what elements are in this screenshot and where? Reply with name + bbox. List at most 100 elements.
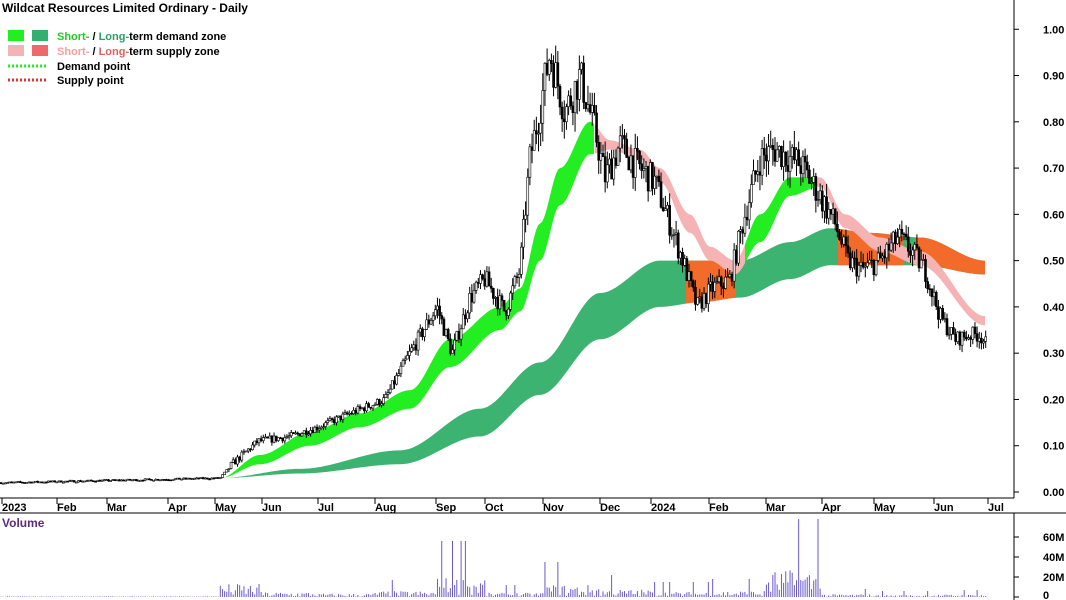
candle-down [595, 112, 598, 143]
candle-down [973, 326, 977, 335]
candle-up [423, 329, 426, 338]
candle-down [59, 480, 63, 483]
candle-up [317, 428, 321, 431]
candle-up [87, 479, 91, 482]
candle-up [547, 60, 551, 75]
candle-down [980, 337, 983, 344]
candle-down [367, 403, 370, 408]
candle-up [186, 477, 190, 480]
candle-up [519, 246, 523, 275]
candle-down [571, 105, 575, 114]
candle-up [313, 426, 317, 433]
candle-down [676, 232, 680, 259]
candle-up [876, 252, 880, 261]
candle-down [44, 481, 48, 484]
candle-down [930, 288, 934, 298]
candle-up [307, 433, 310, 436]
candle-down [208, 478, 211, 481]
candle-down [53, 480, 57, 483]
candle-up [612, 157, 616, 180]
candle-up [479, 274, 482, 284]
candle-up [949, 327, 953, 335]
candle-up [524, 214, 527, 220]
legend-supply-zone: Short- / Long-term supply zone [57, 46, 220, 58]
candle-up [431, 315, 435, 321]
candle-up [283, 437, 287, 442]
candle-up [264, 436, 267, 439]
candle-down [745, 216, 749, 221]
candle-down [689, 271, 693, 282]
candle-up [509, 292, 512, 310]
volume-bars-layer [0, 519, 987, 597]
candle-up [70, 480, 74, 482]
candle-up [81, 480, 84, 483]
candle-down [535, 130, 538, 135]
candle-up [472, 290, 476, 303]
candle-up [943, 318, 947, 320]
candle-down [449, 338, 452, 354]
candle-down [156, 478, 160, 481]
candle-down [515, 276, 519, 278]
candle-up [154, 478, 158, 481]
candle-down [601, 153, 605, 157]
candle-up [219, 477, 222, 479]
candle-up [240, 451, 244, 461]
candle-up [939, 308, 942, 320]
candle-down [332, 419, 336, 423]
candle-down [442, 318, 446, 336]
candle-up [769, 145, 773, 147]
candle-down [814, 176, 818, 201]
candle-up [251, 444, 254, 451]
candle-down [92, 480, 95, 483]
candle-up [599, 153, 603, 161]
legend-demand-point: Demand point [57, 61, 131, 73]
price-tick-label: 1.00 [1043, 24, 1064, 36]
candle-down [829, 209, 833, 215]
candle-down [330, 418, 334, 420]
candle-up [567, 95, 570, 108]
candle-down [496, 297, 499, 310]
candle-up [648, 162, 652, 192]
candle-down [603, 156, 607, 183]
candle-down [872, 260, 876, 276]
candle-up [337, 415, 340, 418]
candle-down [0, 482, 3, 485]
candle-up [485, 271, 489, 287]
candle-down [216, 477, 220, 479]
candle-down [552, 63, 555, 88]
date-tick-label: Dec [600, 502, 620, 514]
candle-up [195, 477, 198, 480]
candle-up [158, 479, 162, 482]
candle-down [414, 344, 418, 351]
candle-down [928, 288, 932, 291]
candle-down [784, 151, 788, 166]
candle-down [464, 314, 467, 320]
candle-up [629, 155, 633, 171]
candle-down [79, 480, 82, 482]
candle-up [655, 175, 659, 178]
candle-up [618, 135, 622, 149]
candle-up [532, 130, 536, 151]
candle-up [526, 176, 530, 216]
candle-up [956, 331, 960, 342]
candle-up [203, 477, 207, 480]
candle-down [840, 239, 843, 245]
short-term-supply-zone-2 [815, 177, 985, 326]
candle-up [827, 209, 831, 219]
candle-up [214, 477, 218, 479]
candle-up [182, 477, 186, 480]
candle-down [274, 435, 278, 442]
candle-down [23, 482, 26, 484]
candle-up [468, 293, 472, 314]
candle-down [623, 135, 626, 140]
candle-down [917, 247, 921, 269]
candle-down [167, 479, 170, 482]
candle-down [610, 158, 613, 180]
candle-up [913, 244, 917, 251]
candle-up [386, 392, 390, 395]
candle-up [384, 394, 388, 398]
candle-up [300, 433, 304, 437]
candle-down [773, 149, 777, 162]
candle-up [309, 430, 312, 435]
candle-down [90, 479, 93, 482]
